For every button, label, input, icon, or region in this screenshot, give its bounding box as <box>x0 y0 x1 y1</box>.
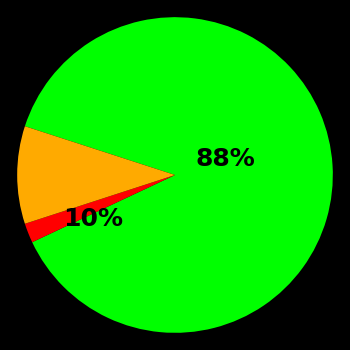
Wedge shape <box>25 17 333 333</box>
Text: 88%: 88% <box>196 147 255 171</box>
Text: 10%: 10% <box>63 207 123 231</box>
Wedge shape <box>17 126 175 224</box>
Wedge shape <box>25 175 175 242</box>
